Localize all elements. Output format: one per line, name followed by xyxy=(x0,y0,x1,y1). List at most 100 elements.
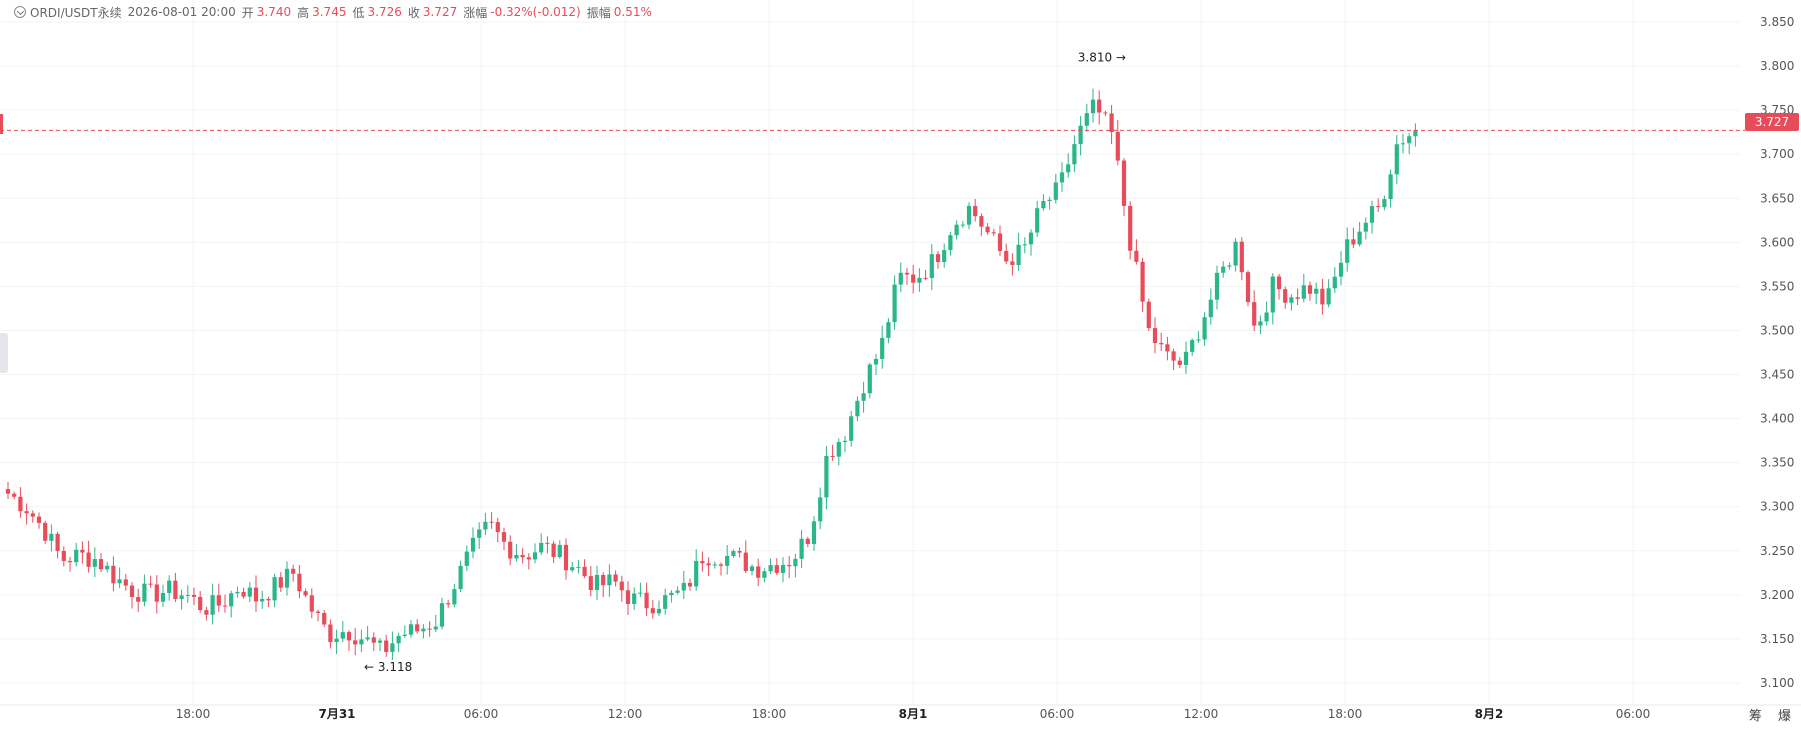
y-tick-label: 3.600 xyxy=(1760,235,1794,249)
candle-body xyxy=(185,594,190,596)
candle-body xyxy=(260,599,265,602)
candle xyxy=(1369,200,1375,234)
candle xyxy=(334,629,339,655)
symbol-label[interactable]: ORDI/USDT永续 xyxy=(30,5,122,20)
candle xyxy=(1413,123,1418,147)
candle xyxy=(694,549,699,591)
candle xyxy=(1276,273,1282,300)
candle xyxy=(458,560,463,592)
candle xyxy=(942,243,947,268)
candle-body xyxy=(725,556,730,566)
candle xyxy=(266,596,271,608)
candle xyxy=(526,553,531,570)
candle-body xyxy=(694,560,699,587)
datetime-label: 2026-08-01 20:00 xyxy=(127,5,236,19)
candle xyxy=(935,251,941,269)
candle xyxy=(390,631,395,661)
candle xyxy=(966,202,972,230)
left-panel-handle[interactable] xyxy=(0,333,8,373)
candle xyxy=(1214,265,1220,310)
candle xyxy=(706,557,711,577)
candle-body xyxy=(508,541,513,559)
y-tick-label: 3.450 xyxy=(1760,368,1794,382)
candle xyxy=(613,570,618,587)
candle-body xyxy=(148,583,153,585)
low-annotation: ← 3.118 xyxy=(364,660,412,674)
candle-body xyxy=(1165,344,1170,352)
candle-body xyxy=(1369,206,1375,223)
candle xyxy=(1028,229,1034,256)
candle-body xyxy=(415,624,420,632)
candle-body xyxy=(787,564,792,567)
candle xyxy=(483,512,488,536)
candle xyxy=(892,275,897,330)
candle xyxy=(1394,134,1399,185)
candle xyxy=(1152,317,1158,354)
candle xyxy=(997,225,1003,257)
candle-body xyxy=(632,593,637,605)
candle-body xyxy=(1066,164,1071,173)
candle-body xyxy=(625,590,631,605)
candle-body xyxy=(179,595,184,600)
y-tick-label: 3.700 xyxy=(1760,147,1794,161)
chevron-down-icon[interactable] xyxy=(14,6,26,18)
candle-body xyxy=(849,416,854,441)
candle-body xyxy=(241,591,246,597)
candle-body xyxy=(1047,199,1052,202)
candle xyxy=(1245,270,1251,307)
candle-body xyxy=(377,640,383,643)
candle-body xyxy=(954,224,959,236)
candle xyxy=(1208,288,1213,325)
x-axis: 18:00 7月31 06:00 12:00 18:00 8月1 06:00 12:00 18:… xyxy=(176,707,1651,721)
candle xyxy=(960,221,965,229)
candle xyxy=(74,542,79,567)
y-tick-label: 3.500 xyxy=(1760,323,1794,337)
candle-body xyxy=(439,603,445,627)
candle-body xyxy=(805,538,810,544)
candle-body xyxy=(1276,276,1282,290)
candle xyxy=(911,264,916,294)
candle-body xyxy=(1035,208,1040,233)
candle-body xyxy=(1376,206,1381,208)
candle xyxy=(315,609,321,622)
candle xyxy=(551,541,556,563)
candle-body xyxy=(92,559,97,567)
candle xyxy=(663,588,668,615)
candle xyxy=(681,570,686,599)
candle-body xyxy=(520,554,525,558)
candle-body xyxy=(12,493,17,497)
candle-body xyxy=(898,272,903,285)
candle xyxy=(253,575,259,612)
corner-tools[interactable]: 筹 爆 xyxy=(1748,709,1797,724)
candle-body xyxy=(1214,272,1220,300)
candle xyxy=(811,516,817,552)
candle xyxy=(1053,173,1058,204)
candle-body xyxy=(1053,182,1058,200)
candle-body xyxy=(1413,130,1418,137)
candle xyxy=(1357,221,1362,247)
candle xyxy=(173,572,178,603)
candle xyxy=(582,559,587,579)
candle xyxy=(1059,162,1065,192)
candle xyxy=(904,267,910,285)
candle xyxy=(718,562,724,576)
candle-body xyxy=(427,628,432,630)
candle-body xyxy=(570,567,575,571)
candle-body xyxy=(365,637,370,640)
candle-body xyxy=(601,574,606,586)
candle-body xyxy=(98,559,104,570)
candle xyxy=(1022,237,1027,254)
candle xyxy=(1351,227,1356,249)
candle-body xyxy=(545,542,550,544)
candle xyxy=(886,318,891,344)
candle-body xyxy=(229,593,234,607)
candle xyxy=(67,556,73,572)
candle-body xyxy=(756,566,761,578)
candle-body xyxy=(1301,285,1306,299)
y-tick-label: 3.100 xyxy=(1760,676,1794,690)
candle xyxy=(123,573,128,591)
candle-body xyxy=(985,226,990,233)
candle xyxy=(1289,294,1294,311)
candle-body xyxy=(532,552,538,560)
